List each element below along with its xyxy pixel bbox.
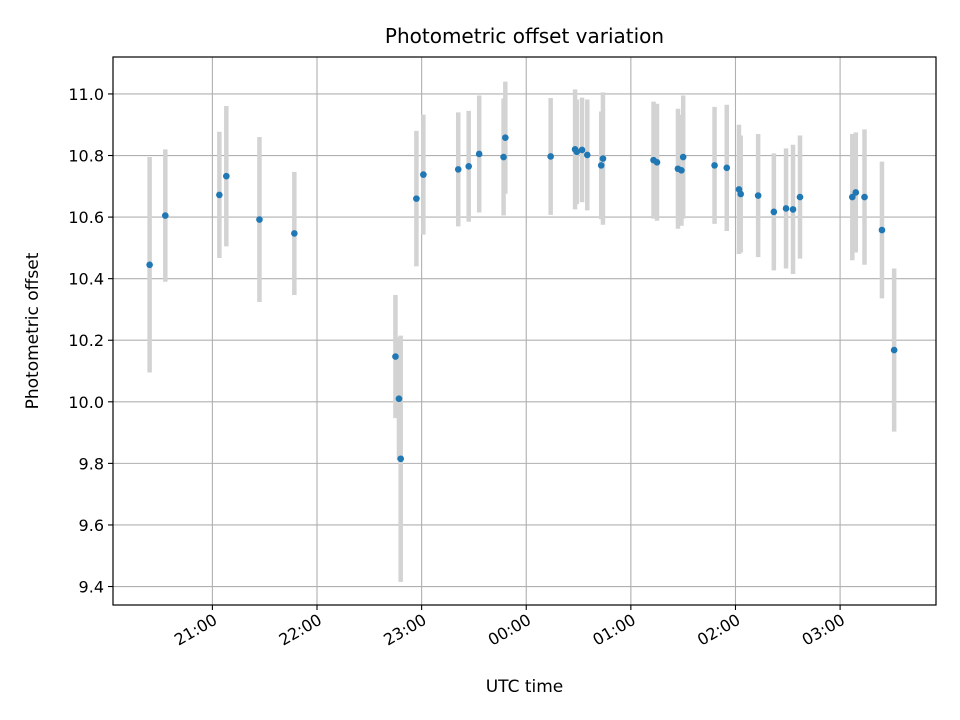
data-point [413, 195, 420, 202]
data-point [597, 162, 605, 169]
y-tick-label: 11.0 [68, 85, 104, 104]
data-point [782, 205, 790, 212]
data-point [723, 164, 731, 172]
data-point [754, 192, 762, 199]
y-axis-label: Photometric offset [23, 252, 43, 409]
data-point [678, 166, 685, 174]
data-point [849, 193, 856, 201]
data-point [500, 153, 507, 161]
data-point [583, 151, 591, 159]
data-point [502, 134, 509, 141]
data-point [291, 230, 298, 237]
y-tick-label: 10.6 [68, 208, 104, 227]
data-point [852, 189, 860, 196]
data-point [454, 166, 462, 173]
data-point [878, 226, 886, 234]
data-point [599, 155, 607, 162]
data-point [392, 353, 399, 360]
data-points [146, 134, 898, 463]
data-point [146, 261, 153, 269]
y-tick-label: 9.8 [79, 454, 104, 473]
chart-title: Photometric offset variation [385, 24, 664, 48]
data-point [861, 193, 868, 201]
data-point [475, 150, 483, 158]
data-point [770, 208, 778, 216]
data-point [256, 216, 263, 223]
data-point [216, 191, 223, 199]
data-point [737, 190, 745, 198]
data-point [420, 171, 427, 178]
data-point [796, 193, 804, 201]
y-tick-label: 10.4 [68, 270, 104, 289]
y-tick-label: 10.2 [68, 331, 104, 350]
y-tick-label: 9.4 [79, 578, 104, 597]
data-point [653, 158, 661, 166]
data-point [789, 206, 797, 213]
data-point [465, 162, 473, 170]
data-point [711, 162, 718, 169]
data-point [547, 153, 554, 160]
data-point [890, 346, 898, 354]
data-point [573, 148, 581, 156]
plot-area-frame [112, 56, 937, 606]
x-axis-label: UTC time [486, 677, 564, 697]
data-point [223, 172, 230, 180]
y-tick-label: 9.6 [79, 516, 104, 535]
data-point [679, 153, 687, 161]
y-tick-label: 10.8 [68, 147, 104, 166]
data-point [578, 146, 586, 154]
data-point [395, 395, 403, 403]
data-point [162, 212, 169, 219]
y-axis: 9.4 9.6 9.8 10.0 10.2 10.4 10.6 10.8 11.0 [68, 85, 113, 597]
grid [113, 57, 936, 605]
data-point [397, 455, 405, 463]
y-tick-label: 10.0 [68, 393, 104, 412]
